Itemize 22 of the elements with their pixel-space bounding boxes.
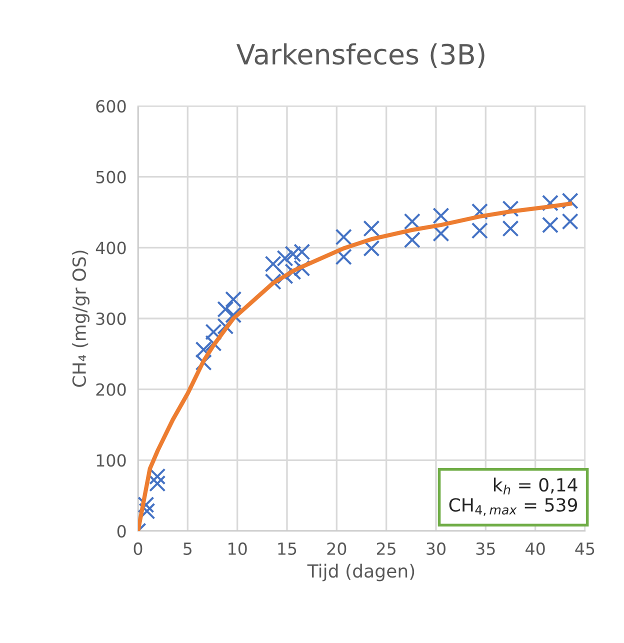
x-tick-label: 45 [575,542,594,556]
x-axis-title: Tijd (dagen) [307,564,414,582]
x-tick-label: 10 [228,542,247,556]
annotation: CH$_{4,max}$ = 539 [449,498,578,516]
x-tick-label: 15 [278,542,296,556]
y-tick-label: 600 [96,100,126,113]
y-tick-label: 400 [96,242,126,254]
x-tick-label: 5 [184,542,192,556]
y-tick-label: 200 [96,383,126,396]
y-tick-label: 100 [96,454,126,467]
x-tick-label: 35 [476,542,495,556]
y-tick-label: 0 [117,524,126,538]
annotation: k$_{h}$ = 0,14 [494,478,578,494]
y-tick-label: 300 [96,312,126,326]
chart-title: Varkensfeces (3B) [236,43,484,68]
x-tick-label: 20 [327,542,346,556]
y-tick-label: 500 [96,170,126,184]
y-axis-title: CH₄ (mg/gr OS) [72,250,90,387]
x-tick-label: 30 [426,542,446,556]
x-tick-label: 0 [134,542,142,556]
x-tick-label: 25 [376,542,396,556]
x-tick-label: 40 [526,542,545,556]
